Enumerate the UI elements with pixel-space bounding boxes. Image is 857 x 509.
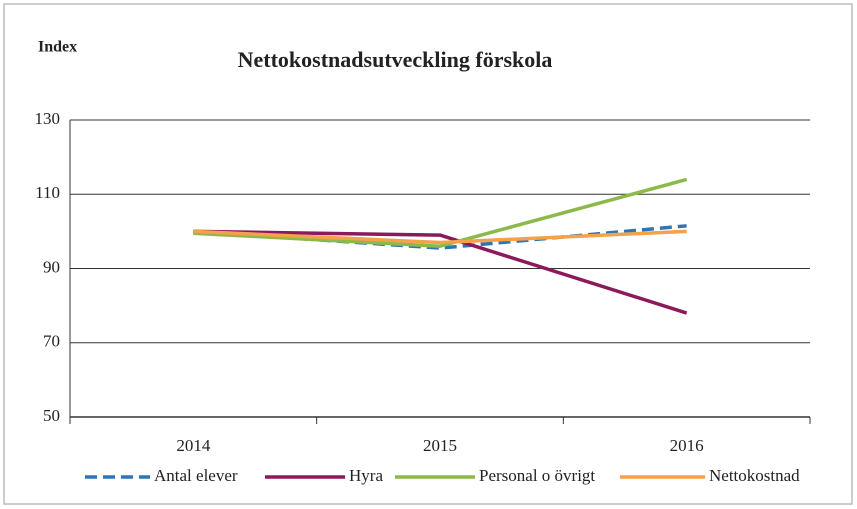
series-line [193, 177, 688, 248]
x-tick-label: 2015 [423, 436, 457, 455]
y-tick-label: 70 [43, 332, 60, 351]
y-tick-label: 90 [43, 257, 60, 276]
legend-label: Antal elever [154, 466, 238, 485]
legend-label: Personal o övrigt [479, 466, 595, 485]
y-tick-label: 50 [43, 406, 60, 425]
x-tick-label: 2016 [670, 436, 704, 455]
y-tick-label: 130 [35, 109, 61, 128]
y-axis-label: Index [38, 39, 77, 56]
legend-label: Nettokostnad [709, 466, 800, 485]
y-tick-label: 110 [35, 183, 60, 202]
series-line [193, 229, 688, 315]
chart-frame [3, 3, 853, 505]
chart-title: Nettokostnadsutveckling förskola [238, 47, 553, 72]
legend-label: Hyra [349, 466, 383, 485]
x-tick-label: 2014 [176, 436, 211, 455]
series-line [193, 229, 687, 245]
